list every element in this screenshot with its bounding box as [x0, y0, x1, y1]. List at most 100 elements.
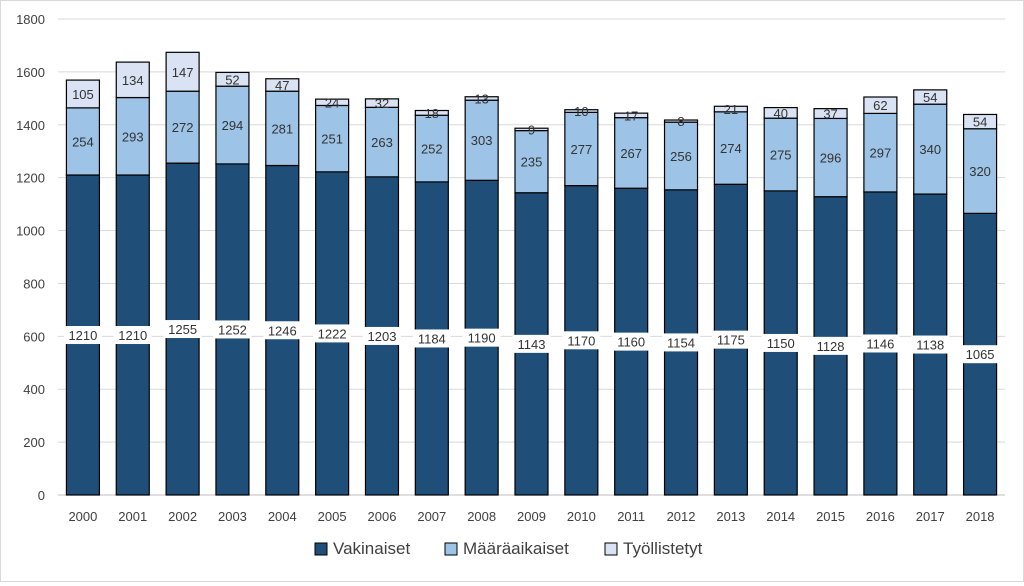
- x-tick-label: 2010: [567, 509, 596, 524]
- legend-swatch-työllistetyt: [604, 542, 618, 556]
- data-label-bg: [662, 333, 701, 352]
- bar-määräaikaiset-2005: [315, 104, 350, 173]
- data-label-bg: [761, 333, 800, 352]
- data-label: 1190: [468, 331, 496, 346]
- data-label: 147: [172, 65, 194, 80]
- bars: [65, 51, 998, 496]
- data-label: 1210: [68, 328, 97, 343]
- bar-työllistetyt-2016: [863, 96, 898, 115]
- data-label: 1160: [617, 335, 645, 350]
- bar-määräaikaiset-2007: [414, 114, 449, 183]
- data-label: 24: [325, 95, 339, 110]
- data-label: 297: [870, 146, 892, 161]
- data-label: 252: [421, 142, 443, 157]
- data-label: 134: [122, 73, 144, 88]
- y-tick-label: 600: [23, 329, 45, 344]
- data-label: 274: [720, 141, 742, 156]
- bar-määräaikaiset-2004: [265, 90, 300, 167]
- data-label: 37: [823, 107, 837, 122]
- bar-määräaikaiset-2015: [813, 117, 848, 198]
- data-labels: 1210 254 105 1210 293 134 1255 272 147 1252 294 52 1…: [63, 65, 1000, 364]
- bar-määräaikaiset-2017: [913, 103, 948, 195]
- data-label: 10: [574, 104, 588, 119]
- x-tick-label: 2011: [617, 509, 645, 524]
- data-label-bg: [163, 320, 202, 339]
- x-tick-label: 2018: [966, 509, 995, 524]
- bar-määräaikaiset-2018: [962, 128, 998, 214]
- data-label: 296: [820, 151, 842, 166]
- data-label: 21: [724, 102, 738, 117]
- x-tick-label: 2008: [467, 509, 496, 524]
- data-label-bg: [113, 326, 152, 345]
- bar-työllistetyt-2015: [813, 108, 848, 120]
- x-tick-label: 2001: [118, 509, 147, 524]
- bar-työllistetyt-2005: [315, 98, 350, 107]
- bar-määräaikaiset-2002: [165, 90, 200, 164]
- data-label: 272: [172, 120, 194, 135]
- x-tick-label: 2002: [168, 509, 197, 524]
- data-label: 9: [528, 122, 535, 137]
- bar-määräaikaiset-2003: [215, 85, 250, 165]
- data-label: 1255: [168, 322, 197, 337]
- bar-työllistetyt-2011: [614, 112, 649, 119]
- data-label: 40: [773, 106, 787, 121]
- y-tick-label: 1200: [16, 171, 45, 186]
- bar-työllistetyt-2008: [464, 96, 499, 101]
- data-label: 1170: [567, 333, 595, 348]
- data-label: 254: [72, 134, 94, 149]
- data-label: 281: [271, 121, 293, 136]
- data-label: 275: [770, 148, 792, 163]
- y-tick-label: 1800: [16, 12, 45, 27]
- data-label-bg: [861, 334, 900, 353]
- data-label-bg: [362, 326, 401, 345]
- x-tick-label: 2006: [368, 509, 397, 524]
- bar-määräaikaiset-2016: [863, 112, 898, 193]
- data-label: 1146: [866, 336, 894, 351]
- data-label: 251: [321, 132, 343, 147]
- data-label-bg: [263, 321, 302, 340]
- bar-työllistetyt-2000: [65, 79, 101, 109]
- bar-määräaikaiset-2008: [464, 99, 499, 181]
- x-tick-label: 2015: [816, 509, 845, 524]
- data-label: 277: [570, 142, 592, 157]
- bar-työllistetyt-2013: [713, 105, 748, 113]
- data-label: 320: [969, 164, 991, 179]
- data-label-bg: [911, 335, 950, 354]
- data-label: 1210: [118, 328, 147, 343]
- y-tick-label: 1600: [16, 65, 45, 80]
- data-label: 1203: [368, 329, 397, 344]
- data-label: 1138: [916, 338, 944, 353]
- data-label: 13: [474, 91, 488, 106]
- data-label: 54: [923, 90, 937, 105]
- bar-työllistetyt-2004: [265, 78, 300, 92]
- x-tick-label: 2009: [517, 509, 546, 524]
- bar-työllistetyt-2001: [115, 61, 150, 99]
- data-label-bg: [711, 330, 750, 349]
- data-label: 1065: [966, 347, 995, 362]
- bar-määräaikaiset-2012: [663, 121, 699, 191]
- data-label: 1252: [218, 322, 247, 337]
- data-label: 54: [973, 115, 987, 130]
- data-label-bg: [63, 326, 102, 345]
- data-label: 1246: [268, 323, 297, 338]
- x-tick-label: 2013: [716, 509, 745, 524]
- bar-työllistetyt-2003: [215, 71, 250, 87]
- x-tick-label: 2004: [268, 509, 297, 524]
- x-tick-label: 2012: [667, 509, 696, 524]
- x-tick-label: 2014: [766, 509, 795, 524]
- x-tick-label: 2017: [916, 509, 945, 524]
- x-tick-label: 2005: [318, 509, 347, 524]
- data-label-bg: [512, 334, 551, 353]
- data-label: 105: [72, 87, 94, 102]
- y-tick-label: 0: [38, 488, 45, 503]
- bar-määräaikaiset-2009: [514, 129, 549, 194]
- data-label-bg: [412, 329, 451, 348]
- data-label: 32: [375, 96, 389, 111]
- data-label: 1150: [767, 336, 795, 351]
- bar-työllistetyt-2014: [763, 106, 798, 119]
- legend: Vakinaiset Määräaikaiset Työllistetyt: [314, 539, 703, 558]
- legend-swatch-vakinaiset: [314, 542, 328, 556]
- data-label: 263: [371, 135, 393, 150]
- x-tick-label: 2007: [417, 509, 446, 524]
